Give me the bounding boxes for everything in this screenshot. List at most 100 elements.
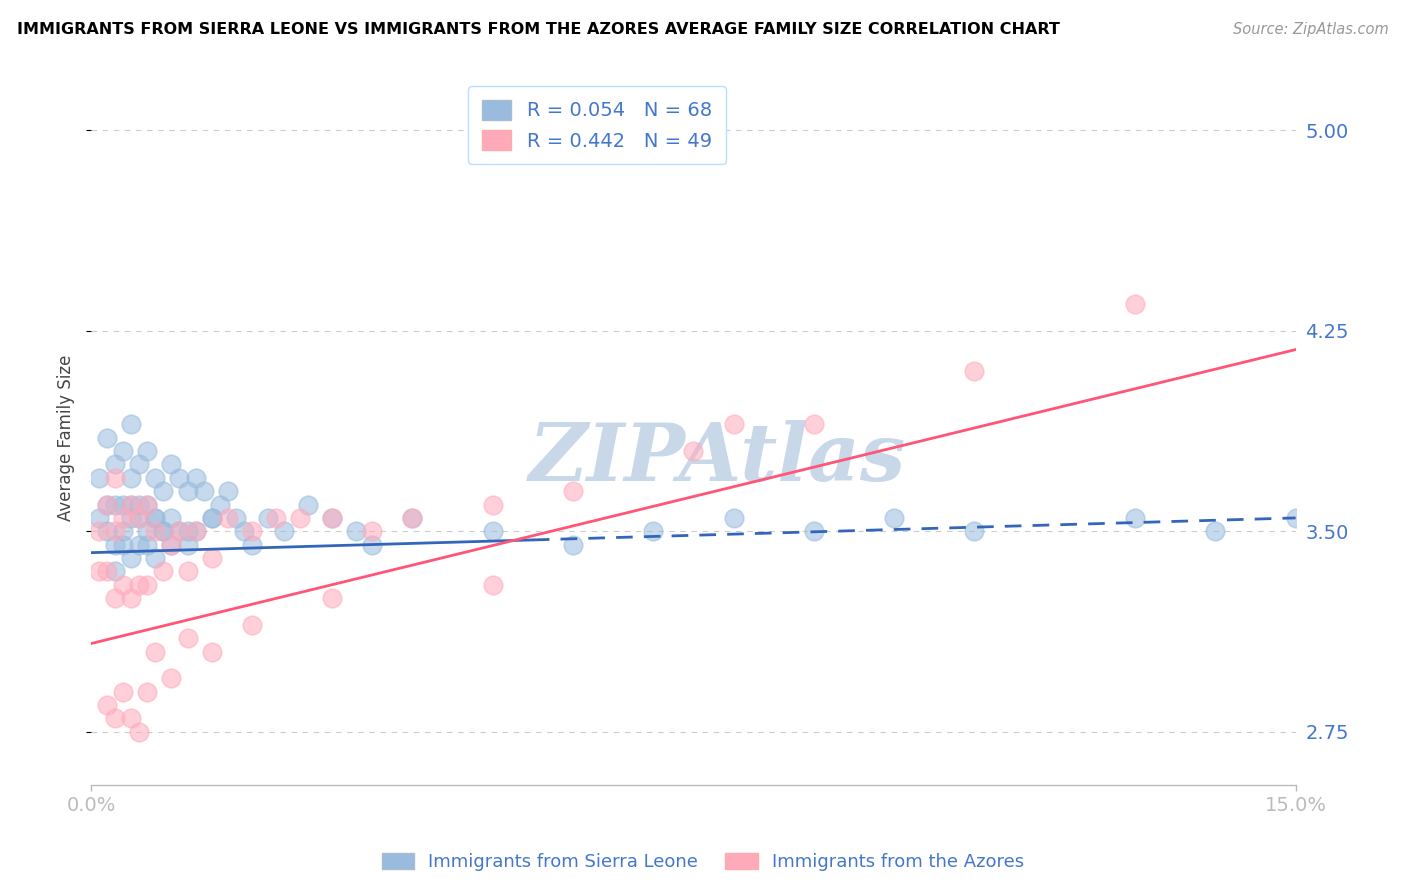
Point <box>481 524 503 539</box>
Point <box>136 498 159 512</box>
Point <box>200 511 222 525</box>
Point <box>176 631 198 645</box>
Point <box>361 538 384 552</box>
Point <box>96 698 118 712</box>
Point <box>136 498 159 512</box>
Point <box>1123 297 1146 311</box>
Point <box>217 511 239 525</box>
Point <box>160 538 183 552</box>
Point <box>104 498 127 512</box>
Point <box>217 484 239 499</box>
Point <box>112 498 135 512</box>
Point <box>136 578 159 592</box>
Point <box>112 684 135 698</box>
Point <box>104 524 127 539</box>
Point <box>128 458 150 472</box>
Point <box>481 578 503 592</box>
Point <box>273 524 295 539</box>
Point <box>682 444 704 458</box>
Point <box>96 498 118 512</box>
Point <box>96 498 118 512</box>
Point <box>120 498 142 512</box>
Point <box>184 524 207 539</box>
Point <box>176 524 198 539</box>
Legend: R = 0.054   N = 68, R = 0.442   N = 49: R = 0.054 N = 68, R = 0.442 N = 49 <box>468 87 725 164</box>
Point <box>963 364 986 378</box>
Point <box>723 511 745 525</box>
Point <box>136 538 159 552</box>
Point <box>1284 511 1306 525</box>
Point <box>104 458 127 472</box>
Legend: Immigrants from Sierra Leone, Immigrants from the Azores: Immigrants from Sierra Leone, Immigrants… <box>374 846 1032 879</box>
Point <box>723 417 745 432</box>
Y-axis label: Average Family Size: Average Family Size <box>58 355 75 521</box>
Point <box>169 524 191 539</box>
Point <box>152 484 174 499</box>
Point <box>112 444 135 458</box>
Point <box>112 511 135 525</box>
Point <box>136 524 159 539</box>
Point <box>208 498 231 512</box>
Point <box>160 458 183 472</box>
Point <box>128 538 150 552</box>
Point <box>803 524 825 539</box>
Point <box>963 524 986 539</box>
Point <box>145 644 167 658</box>
Point <box>120 417 142 432</box>
Point <box>297 498 319 512</box>
Point <box>321 511 343 525</box>
Point <box>232 524 254 539</box>
Point <box>225 511 247 525</box>
Point <box>104 471 127 485</box>
Point <box>883 511 905 525</box>
Text: Source: ZipAtlas.com: Source: ZipAtlas.com <box>1233 22 1389 37</box>
Point <box>200 551 222 566</box>
Point <box>104 591 127 606</box>
Point <box>152 524 174 539</box>
Point <box>169 471 191 485</box>
Point <box>200 511 222 525</box>
Point <box>193 484 215 499</box>
Point <box>240 617 263 632</box>
Point <box>401 511 423 525</box>
Point <box>160 538 183 552</box>
Point <box>145 511 167 525</box>
Point <box>643 524 665 539</box>
Point <box>240 524 263 539</box>
Point <box>89 565 111 579</box>
Point <box>561 538 583 552</box>
Point <box>169 524 191 539</box>
Point <box>803 417 825 432</box>
Point <box>112 538 135 552</box>
Point <box>344 524 367 539</box>
Point <box>96 524 118 539</box>
Point <box>145 524 167 539</box>
Point <box>104 538 127 552</box>
Point <box>1204 524 1226 539</box>
Point <box>120 498 142 512</box>
Point <box>89 511 111 525</box>
Point <box>120 551 142 566</box>
Point <box>104 711 127 725</box>
Point <box>104 565 127 579</box>
Point <box>240 538 263 552</box>
Point <box>145 471 167 485</box>
Point <box>561 484 583 499</box>
Point <box>96 565 118 579</box>
Point <box>89 471 111 485</box>
Point <box>112 524 135 539</box>
Point <box>200 644 222 658</box>
Point <box>128 498 150 512</box>
Point <box>160 671 183 685</box>
Point <box>152 565 174 579</box>
Point <box>321 591 343 606</box>
Point <box>128 511 150 525</box>
Point <box>256 511 278 525</box>
Point <box>96 431 118 445</box>
Point <box>112 578 135 592</box>
Point <box>128 578 150 592</box>
Point <box>321 511 343 525</box>
Point <box>128 511 150 525</box>
Point <box>160 511 183 525</box>
Point <box>264 511 287 525</box>
